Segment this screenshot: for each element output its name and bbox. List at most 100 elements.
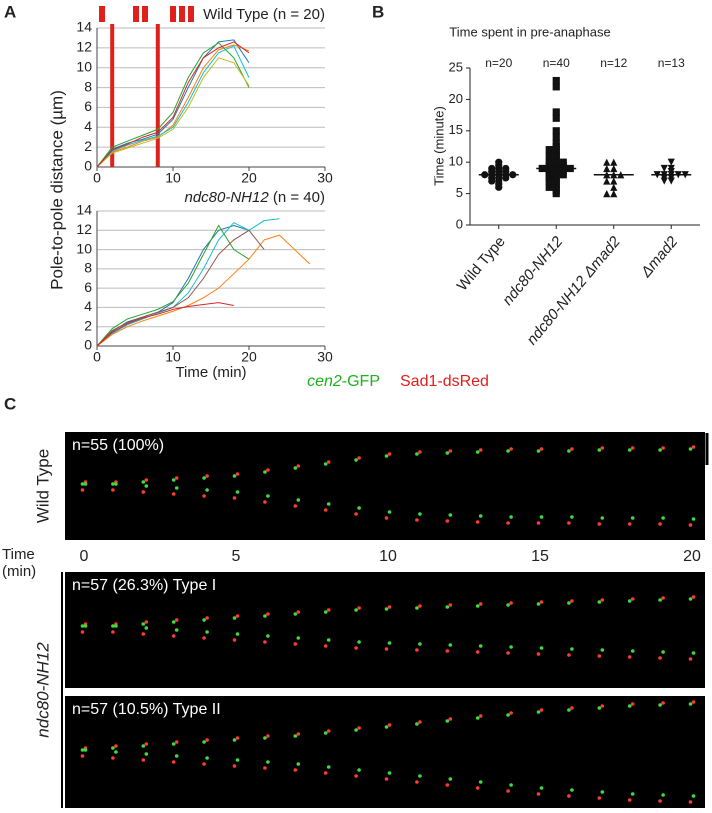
y-tick-label: 20 — [449, 91, 463, 106]
spot — [536, 449, 541, 453]
spot — [357, 456, 361, 460]
spot — [506, 603, 510, 607]
spot — [570, 706, 574, 710]
spot — [323, 731, 328, 735]
trace — [96, 302, 234, 347]
spot — [141, 622, 146, 626]
spot — [658, 598, 662, 602]
x-tick-label: Δmad2 — [637, 233, 682, 282]
dot — [545, 146, 553, 154]
x-tick-label: 30 — [317, 349, 333, 365]
spot — [445, 605, 450, 609]
spot — [658, 799, 662, 803]
micrograph — [65, 696, 705, 808]
spot — [141, 480, 146, 484]
spot — [506, 789, 510, 793]
spot — [418, 720, 422, 724]
spot — [630, 702, 635, 706]
spot — [354, 458, 358, 462]
spot — [384, 516, 389, 520]
spot — [509, 783, 513, 787]
spot — [80, 754, 85, 758]
spot — [658, 522, 662, 526]
spot — [232, 738, 237, 742]
spot — [475, 650, 480, 654]
spot — [478, 714, 483, 718]
spot — [174, 486, 179, 490]
channel-label: cen2-GFP — [307, 373, 380, 390]
row-label: n=55 (100%) — [72, 437, 164, 454]
row-group-label: ndc80-NH12 — [33, 642, 52, 738]
spot — [235, 614, 240, 618]
dot — [545, 152, 553, 160]
dot — [610, 158, 618, 166]
spot — [354, 512, 358, 516]
n-label: n=20 — [485, 56, 512, 70]
spot — [171, 742, 176, 746]
spot — [326, 460, 331, 464]
spot — [141, 490, 146, 494]
y-tick-label: 12 — [76, 221, 92, 237]
y-axis-label: Time (minute) — [431, 106, 446, 186]
spot — [263, 614, 267, 618]
spot — [506, 651, 510, 655]
title-gene: ndc80-NH12 — [184, 189, 269, 206]
spot — [384, 454, 389, 458]
spot — [235, 632, 240, 636]
spot — [174, 476, 179, 480]
spot — [445, 649, 450, 653]
spot — [80, 748, 85, 752]
spot — [171, 478, 176, 482]
spot — [509, 711, 513, 715]
y-tick-label: 10 — [449, 154, 463, 169]
spot — [357, 726, 361, 730]
y-tick-label: 0 — [84, 337, 92, 353]
row-label: n=57 (10.5%) Type II — [72, 701, 221, 718]
spot — [630, 516, 635, 520]
spot — [630, 446, 635, 450]
spot — [111, 630, 115, 634]
spot — [600, 516, 605, 520]
dot — [552, 108, 560, 116]
spot — [296, 636, 301, 640]
spot — [475, 520, 480, 524]
spot — [114, 750, 118, 754]
spot — [570, 647, 574, 651]
spot — [478, 644, 483, 648]
spot — [326, 608, 331, 612]
spot — [293, 768, 298, 772]
spot — [567, 601, 571, 605]
row-label: n=57 (26.3%) Type I — [72, 577, 216, 594]
spot — [326, 729, 331, 733]
spot — [144, 484, 149, 488]
x-tick-label: 20 — [241, 349, 257, 365]
spot — [688, 523, 693, 527]
spot — [688, 702, 693, 706]
spot — [448, 717, 453, 721]
spot — [202, 494, 206, 498]
n-label: n=13 — [658, 56, 685, 70]
dot — [610, 183, 618, 191]
dot — [552, 133, 560, 141]
spot — [384, 607, 389, 611]
spot — [539, 786, 544, 790]
dot — [603, 177, 611, 185]
x-tick-label: 10 — [165, 349, 181, 365]
spot — [539, 515, 544, 519]
spot — [266, 734, 270, 738]
spot — [232, 764, 237, 768]
spot — [354, 608, 358, 612]
spot — [509, 645, 513, 649]
spot — [418, 512, 422, 516]
dot — [559, 158, 567, 166]
spot — [688, 447, 693, 451]
spot — [415, 452, 419, 456]
y-tick-label: 14 — [76, 19, 92, 35]
spot — [293, 612, 298, 616]
dot — [552, 114, 560, 122]
spot — [448, 513, 453, 517]
spot — [296, 610, 301, 614]
spot — [387, 723, 392, 727]
spot — [448, 603, 453, 607]
spot — [536, 521, 541, 525]
